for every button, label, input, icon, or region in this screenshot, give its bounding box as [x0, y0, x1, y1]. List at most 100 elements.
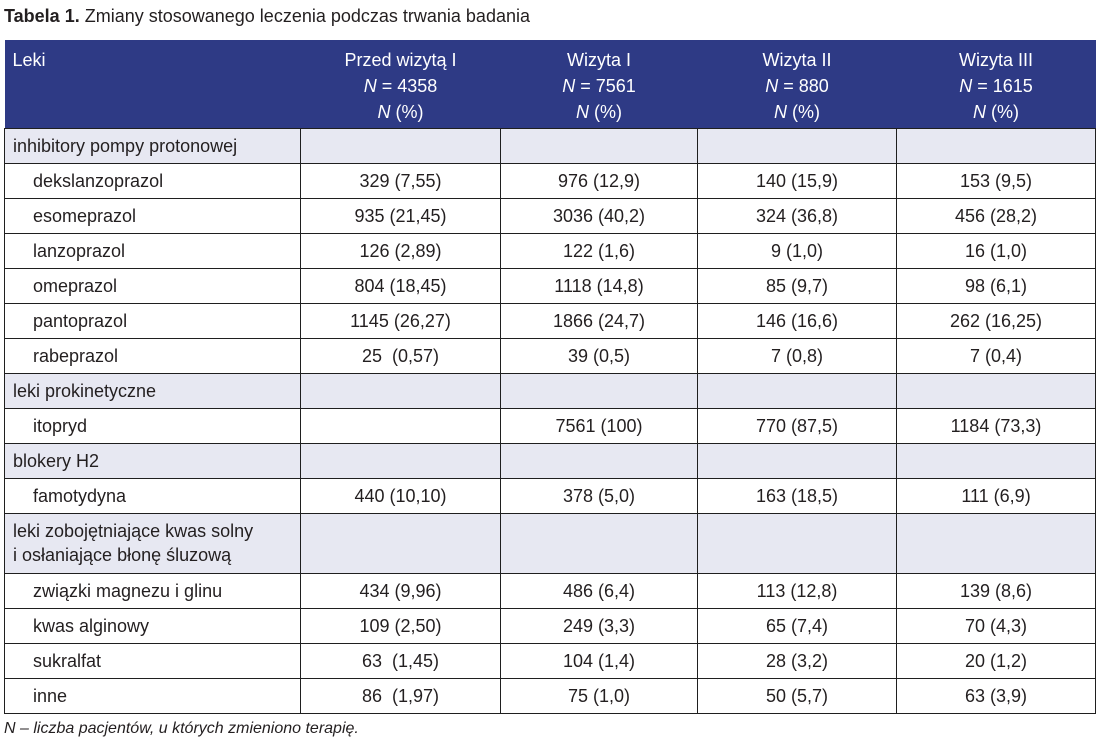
drug-name: lanzoprazol — [4, 232, 301, 269]
cell-value: 126 (2,89) — [300, 232, 501, 269]
cell-value: 86 (1,97) — [300, 677, 501, 714]
table-footnote: N – liczba pacjentów, u których zmienion… — [4, 720, 359, 737]
drug-name: leki zobojętniające kwas solny i osłania… — [4, 512, 301, 574]
drug-name-line1: leki zobojętniające kwas solny — [13, 521, 254, 541]
cell-value: 7561 (100) — [500, 407, 698, 444]
cell-value: 65 (7,4) — [697, 607, 897, 644]
table-row: rabeprazol 25 (0,57) 39 (0,5) 7 (0,8) 7 … — [4, 337, 1096, 374]
header-wizyta-i: Wizyta I N = 7561 N (%) — [500, 40, 698, 128]
cell-value: 324 (36,8) — [697, 197, 897, 234]
cell-value: 1866 (24,7) — [500, 302, 698, 339]
cell-value: 440 (10,10) — [300, 477, 501, 514]
cell-value: 1184 (73,3) — [896, 407, 1096, 444]
cell-value: 153 (9,5) — [896, 162, 1096, 199]
cell-value: 20 (1,2) — [896, 642, 1096, 679]
cell-value: 139 (8,6) — [896, 572, 1096, 609]
cell-value: 976 (12,9) — [500, 162, 698, 199]
table-row: inne 86 (1,97) 75 (1,0) 50 (5,7) 63 (3,9… — [4, 677, 1096, 714]
drug-name: sukralfat — [4, 642, 301, 679]
drug-name: kwas alginowy — [4, 607, 301, 644]
cell-value: 39 (0,5) — [500, 337, 698, 374]
cell-value — [300, 127, 501, 164]
cell-value: 7 (0,8) — [697, 337, 897, 374]
cell-value: 50 (5,7) — [697, 677, 897, 714]
cell-value: 163 (18,5) — [697, 477, 897, 514]
drug-name: pantoprazol — [4, 302, 301, 339]
cell-value — [300, 372, 501, 409]
drug-name: famotydyna — [4, 477, 301, 514]
table-row-group: inhibitory pompy protonowej — [4, 127, 1096, 164]
cell-value — [896, 127, 1096, 164]
cell-value — [500, 127, 698, 164]
cell-value — [500, 442, 698, 479]
table-row: związki magnezu i glinu 434 (9,96) 486 (… — [4, 572, 1096, 609]
header-przed-wizyta-i: Przed wizytą I N = 4358 N (%) — [300, 40, 501, 128]
cell-value — [697, 127, 897, 164]
cell-value — [300, 407, 501, 444]
cell-value: 770 (87,5) — [697, 407, 897, 444]
table-row: kwas alginowy 109 (2,50) 249 (3,3) 65 (7… — [4, 607, 1096, 644]
cell-value: 378 (5,0) — [500, 477, 698, 514]
cell-value: 146 (16,6) — [697, 302, 897, 339]
cell-value: 3036 (40,2) — [500, 197, 698, 234]
cell-value: 804 (18,45) — [300, 267, 501, 304]
cell-value — [500, 372, 698, 409]
drug-name: omeprazol — [4, 267, 301, 304]
table-row: lanzoprazol 126 (2,89) 122 (1,6) 9 (1,0)… — [4, 232, 1096, 269]
table-row: sukralfat 63 (1,45) 104 (1,4) 28 (3,2) 2… — [4, 642, 1096, 679]
cell-value: 9 (1,0) — [697, 232, 897, 269]
cell-value: 249 (3,3) — [500, 607, 698, 644]
table-row-group: blokery H2 — [4, 442, 1096, 479]
cell-value: 140 (15,9) — [697, 162, 897, 199]
cell-value: 486 (6,4) — [500, 572, 698, 609]
cell-value: 1145 (26,27) — [300, 302, 501, 339]
table-caption: Tabela 1. Zmiany stosowanego leczenia po… — [4, 6, 530, 27]
caption-label: Tabela 1. — [4, 6, 80, 26]
cell-value: 85 (9,7) — [697, 267, 897, 304]
table-row: omeprazol 804 (18,45) 1118 (14,8) 85 (9,… — [4, 267, 1096, 304]
cell-value: 16 (1,0) — [896, 232, 1096, 269]
cell-value — [500, 512, 698, 574]
cell-value — [896, 442, 1096, 479]
caption-text: Zmiany stosowanego leczenia podczas trwa… — [84, 6, 530, 26]
drug-name: rabeprazol — [4, 337, 301, 374]
cell-value: 109 (2,50) — [300, 607, 501, 644]
header-wizyta-ii: Wizyta II N = 880 N (%) — [697, 40, 897, 128]
cell-value: 7 (0,4) — [896, 337, 1096, 374]
cell-value: 25 (0,57) — [300, 337, 501, 374]
cell-value: 262 (16,25) — [896, 302, 1096, 339]
table-row: itopryd 7561 (100) 770 (87,5) 1184 (73,3… — [4, 407, 1096, 444]
cell-value: 329 (7,55) — [300, 162, 501, 199]
table-row: pantoprazol 1145 (26,27) 1866 (24,7) 146… — [4, 302, 1096, 339]
drug-changes-table: Leki Przed wizytą I N = 4358 N (%) Wizyt… — [4, 40, 1096, 714]
cell-value: 70 (4,3) — [896, 607, 1096, 644]
cell-value: 98 (6,1) — [896, 267, 1096, 304]
header-leki: Leki — [4, 40, 301, 128]
cell-value: 456 (28,2) — [896, 197, 1096, 234]
cell-value — [697, 512, 897, 574]
header-wizyta-iii: Wizyta III N = 1615 N (%) — [896, 40, 1096, 128]
table-row: dekslanzoprazol 329 (7,55) 976 (12,9) 14… — [4, 162, 1096, 199]
cell-value: 113 (12,8) — [697, 572, 897, 609]
drug-name: związki magnezu i glinu — [4, 572, 301, 609]
table-header-row: Leki Przed wizytą I N = 4358 N (%) Wizyt… — [4, 40, 1096, 128]
cell-value: 75 (1,0) — [500, 677, 698, 714]
cell-value: 1118 (14,8) — [500, 267, 698, 304]
cell-value: 28 (3,2) — [697, 642, 897, 679]
drug-name: esomeprazol — [4, 197, 301, 234]
cell-value — [697, 372, 897, 409]
drug-name: inne — [4, 677, 301, 714]
cell-value: 122 (1,6) — [500, 232, 698, 269]
cell-value — [697, 442, 897, 479]
table-row-group: leki prokinetyczne — [4, 372, 1096, 409]
table-row-group: leki zobojętniające kwas solny i osłania… — [4, 512, 1096, 574]
cell-value: 104 (1,4) — [500, 642, 698, 679]
drug-name: dekslanzoprazol — [4, 162, 301, 199]
cell-value: 434 (9,96) — [300, 572, 501, 609]
drug-name: itopryd — [4, 407, 301, 444]
drug-name: inhibitory pompy protonowej — [4, 127, 301, 164]
cell-value: 63 (3,9) — [896, 677, 1096, 714]
cell-value: 63 (1,45) — [300, 642, 501, 679]
cell-value — [896, 372, 1096, 409]
drug-name: blokery H2 — [4, 442, 301, 479]
